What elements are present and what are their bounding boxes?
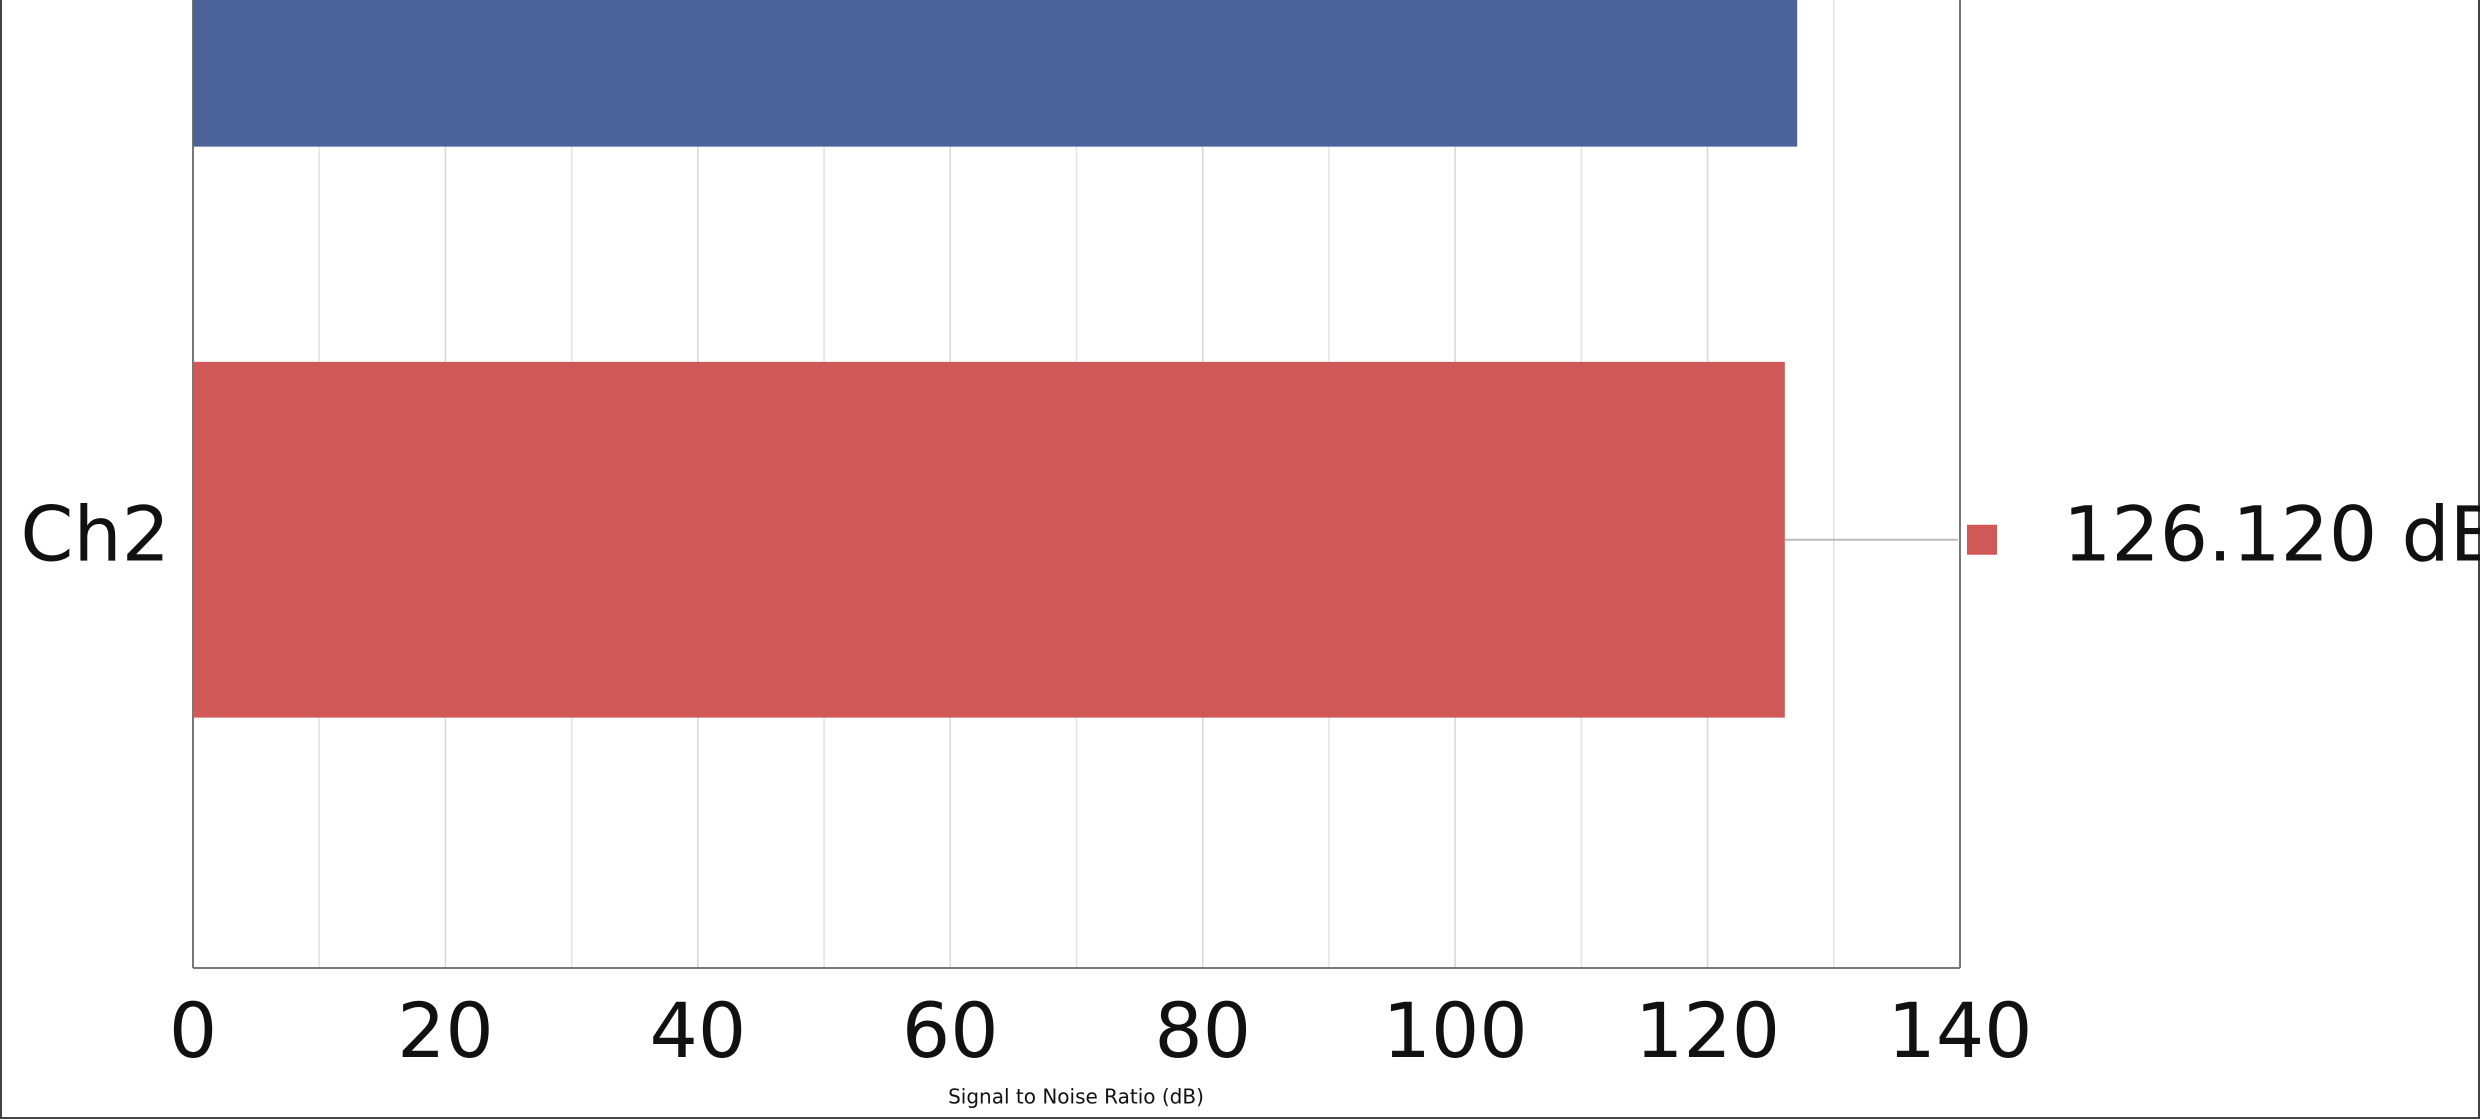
bar [193,0,1798,147]
legend-marker [1967,524,1997,555]
x-tick-label: 80 [1154,986,1251,1075]
x-tick-label: 120 [1635,986,1780,1075]
x-tick-label: 60 [902,986,999,1075]
x-tick-label: 20 [397,986,494,1075]
x-tick-label: 140 [1887,986,2032,1075]
x-tick-label: 0 [169,986,217,1075]
bar [193,361,1785,718]
y-tick-label: Ch2 [20,490,170,579]
value-label: 126.120 dB [2063,490,2480,579]
x-tick-label: 100 [1383,986,1528,1075]
x-axis-title: Signal to Noise Ratio (dB) [948,1085,1204,1109]
x-tick-label: 40 [649,986,746,1075]
